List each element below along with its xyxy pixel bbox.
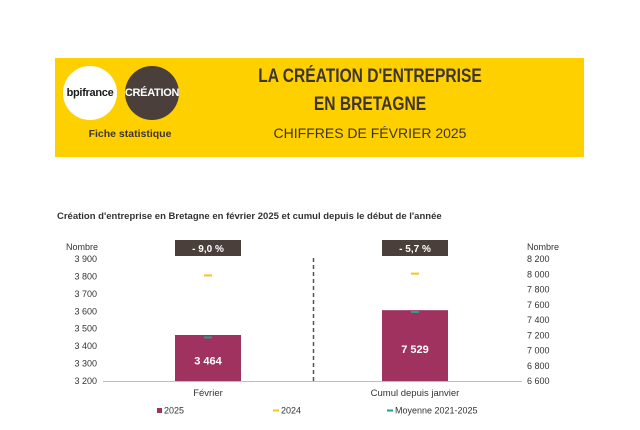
legend-label-2024: 2024	[281, 406, 301, 416]
left-axis-label: Nombre	[66, 242, 98, 252]
fiche-label: Fiche statistique	[88, 128, 172, 140]
page-subtitle: CHIFFRES DE FÉVRIER 2025	[273, 125, 467, 141]
left-tick-label: 3 800	[74, 271, 97, 281]
legend-label-2025: 2025	[164, 406, 184, 416]
page-title-line2: EN BRETAGNE	[313, 94, 427, 115]
bar-2025	[175, 334, 241, 381]
chart-title: Création d'entreprise en Bretagne en fév…	[57, 211, 442, 222]
left-tick-label: 3 200	[74, 376, 97, 386]
left-tick-label: 3 600	[74, 306, 97, 316]
right-tick-label: 6 800	[527, 361, 550, 371]
change-badge-label: - 5,7 %	[399, 244, 431, 255]
right-tick-label: 7 600	[527, 300, 550, 310]
left-tick-label: 3 300	[74, 359, 97, 369]
legend-swatch-2025	[157, 408, 162, 413]
left-tick-label: 3 500	[74, 324, 97, 334]
change-badge	[175, 240, 241, 256]
header-banner: bpifrance CRÉATION Fiche statistique LA …	[55, 58, 584, 157]
bar-value-label: 7 529	[401, 344, 429, 356]
right-tick-label: 7 400	[527, 315, 550, 325]
left-tick-label: 3 900	[74, 254, 97, 264]
creation-logo: CRÉATION	[125, 66, 179, 120]
bpifrance-logo: bpifrance	[63, 66, 117, 120]
bar-value-label: 3 464	[194, 355, 222, 367]
left-tick-label: 3 700	[74, 289, 97, 299]
right-axis-label: Nombre	[527, 242, 559, 252]
bar-2025	[382, 310, 448, 381]
change-badge-label: - 9,0 %	[192, 244, 224, 255]
right-tick-label: 7 200	[527, 330, 550, 340]
category-label: Cumul depuis janvier	[371, 388, 460, 399]
legend-label-average: Moyenne 2021-2025	[395, 406, 478, 416]
right-tick-label: 6 600	[527, 376, 550, 386]
change-badge	[382, 240, 448, 256]
right-tick-label: 7 800	[527, 285, 550, 295]
right-tick-label: 8 000	[527, 269, 550, 279]
category-label: Février	[193, 388, 223, 399]
page-title-line1: LA CRÉATION D'ENTREPRISE	[258, 66, 482, 87]
right-tick-label: 7 000	[527, 346, 550, 356]
left-tick-label: 3 400	[74, 341, 97, 351]
right-tick-label: 8 200	[527, 254, 550, 264]
